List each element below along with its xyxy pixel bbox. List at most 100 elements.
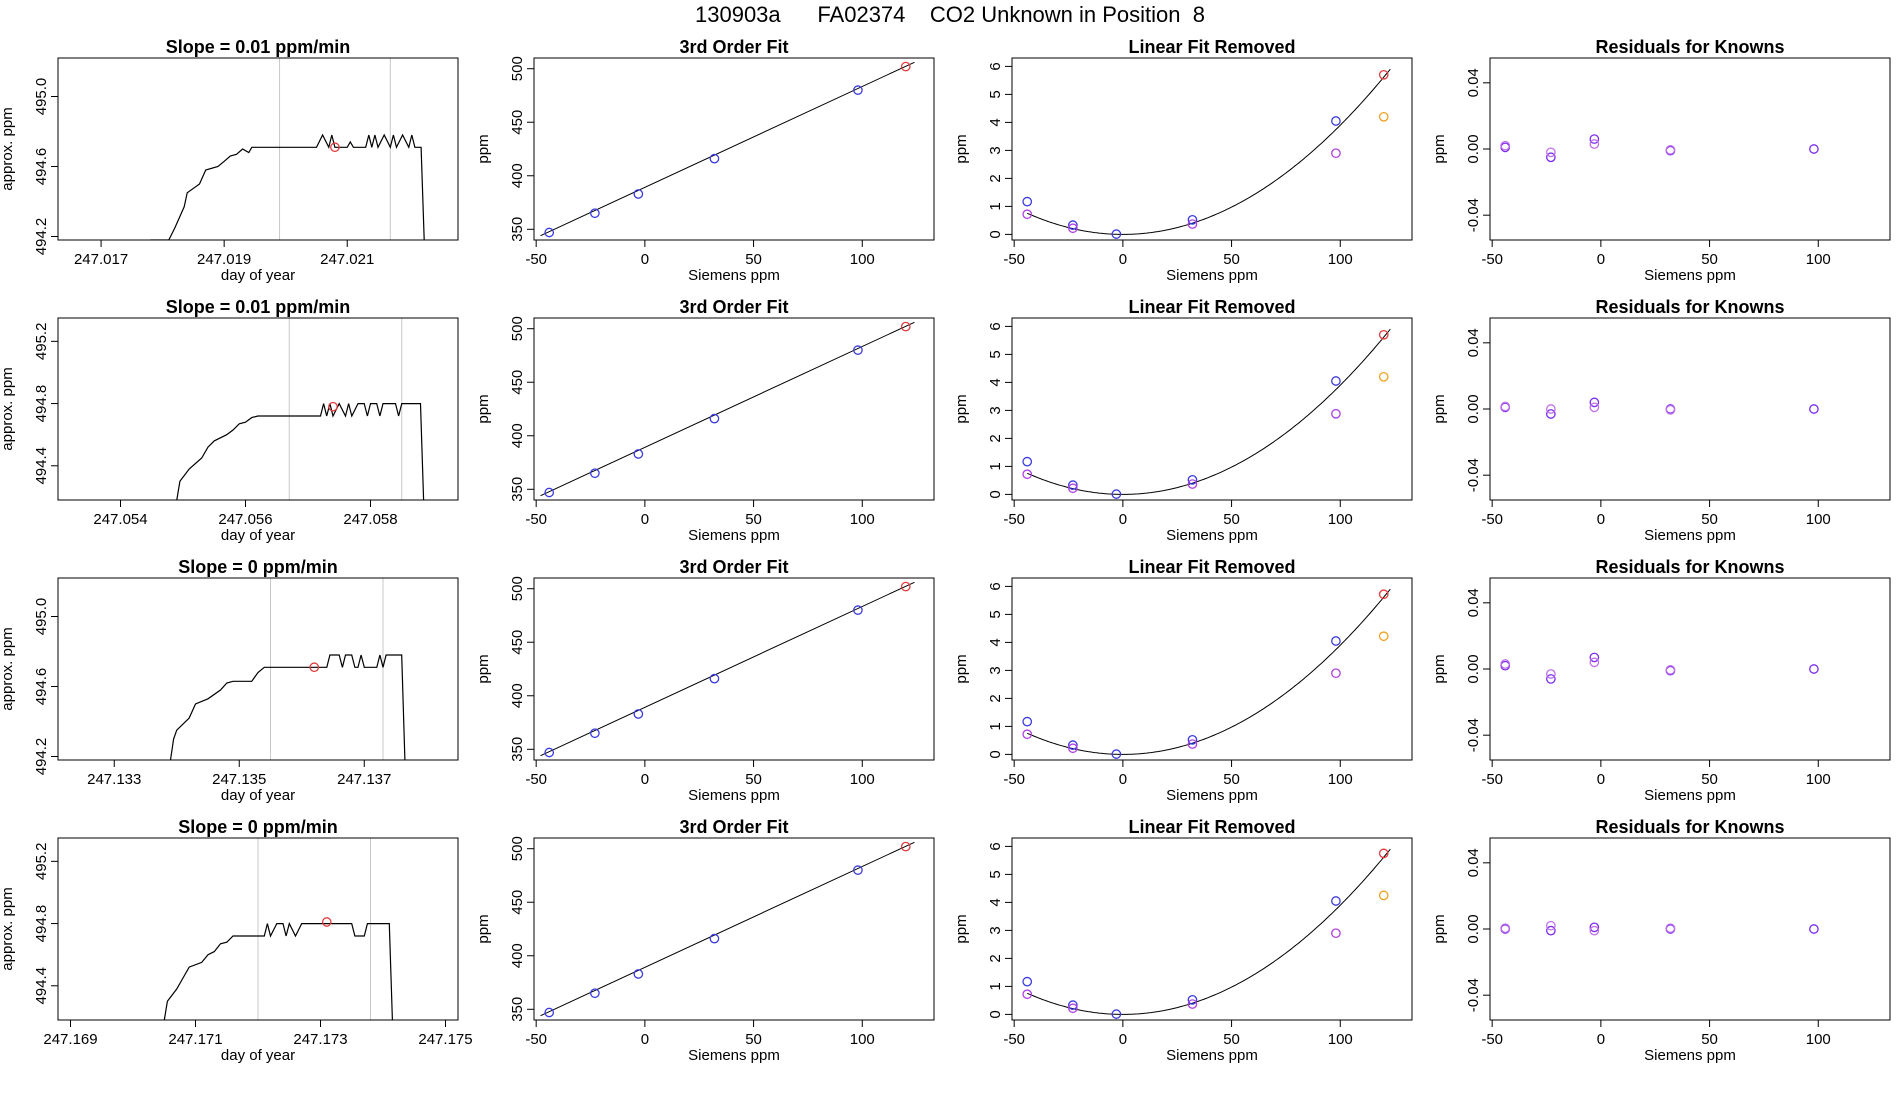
data-point-blue xyxy=(1068,1000,1078,1011)
x-tick-label: 50 xyxy=(1701,251,1718,268)
y-tick-label: 2 xyxy=(987,174,1004,182)
plot-frame xyxy=(1489,837,1891,1021)
panel-title: Linear Fit Removed xyxy=(1128,817,1295,837)
fit-line xyxy=(540,841,915,1017)
data-point-lightviolet xyxy=(1665,404,1676,415)
y-tick-label: 0.04 xyxy=(1465,588,1482,617)
data-point-violet xyxy=(1331,668,1341,679)
data-point-lightviolet xyxy=(1589,139,1600,149)
y-tick-label: 494.4 xyxy=(33,967,50,1005)
ppm-trace-line xyxy=(176,402,425,500)
x-tick-label: -50 xyxy=(525,251,547,268)
panel-title: Linear Fit Removed xyxy=(1128,297,1295,317)
x-axis-label: Siemens ppm xyxy=(1644,787,1736,804)
data-point-blue xyxy=(1111,1009,1122,1019)
data-point-violet xyxy=(1187,479,1198,489)
y-tick-label: 450 xyxy=(509,890,526,915)
y-tick-label: 495.2 xyxy=(33,843,50,881)
panel-title: Slope = 0.01 ppm/min xyxy=(166,297,351,317)
y-tick-label: 495.0 xyxy=(33,598,50,636)
x-tick-label: 247.019 xyxy=(197,251,251,268)
data-point-violet xyxy=(1022,729,1033,740)
data-point-orange xyxy=(1378,111,1389,122)
y-tick-label: 400 xyxy=(509,943,526,968)
fit-curve xyxy=(1027,848,1391,1015)
y-tick-label: 0 xyxy=(987,750,1004,758)
x-tick-label: 0 xyxy=(1119,1031,1127,1048)
panel-title: Residuals for Knowns xyxy=(1595,37,1784,57)
x-tick-label: 50 xyxy=(1223,251,1240,268)
data-layer xyxy=(1500,920,1819,936)
plot-frame xyxy=(533,57,935,241)
x-tick-label: -50 xyxy=(1003,511,1025,528)
data-point-violet xyxy=(1187,219,1198,229)
panel-r3-c2: 3rd Order Fit -50 0 50 100 350 400 450 500 Siemen… xyxy=(475,557,935,804)
x-axis-label: day of year xyxy=(221,527,295,544)
x-tick-label: 100 xyxy=(1328,511,1353,528)
data-point-red xyxy=(1378,589,1389,600)
x-tick-label: 247.056 xyxy=(218,511,272,528)
y-tick-label: 3 xyxy=(987,406,1004,414)
data-point-violet xyxy=(1068,223,1078,234)
data-point-violet xyxy=(1331,408,1341,419)
panel-r2-c4: Residuals for Knowns -50 0 50 100 -0.04 0.00 0.… xyxy=(1431,297,1891,544)
data-point-blue xyxy=(709,933,720,944)
y-tick-label: 1 xyxy=(987,462,1004,470)
x-axis-label: Siemens ppm xyxy=(1166,787,1258,804)
plot-frame xyxy=(1011,317,1413,501)
data-point-blue xyxy=(709,153,720,164)
y-axis-label: ppm xyxy=(953,394,970,423)
y-tick-label: 350 xyxy=(509,737,526,762)
y-tick-label: 495.0 xyxy=(33,78,50,116)
data-layer xyxy=(1022,588,1391,759)
x-tick-label: 0 xyxy=(641,511,649,528)
data-point-blue xyxy=(633,449,644,459)
data-point-red xyxy=(309,662,320,673)
x-tick-label: 247.054 xyxy=(93,511,147,528)
data-layer xyxy=(540,581,915,758)
y-axis-label: ppm xyxy=(953,654,970,683)
y-tick-label: 350 xyxy=(509,477,526,502)
x-tick-label: -50 xyxy=(525,1031,547,1048)
data-point-blue xyxy=(1331,116,1341,126)
x-tick-label: 0 xyxy=(1119,251,1127,268)
data-point-orange xyxy=(1378,371,1389,382)
y-tick-label: 3 xyxy=(987,146,1004,154)
plot-frame xyxy=(1489,57,1891,241)
data-point-red xyxy=(328,401,338,412)
data-point-blue xyxy=(853,345,863,355)
data-point-blue xyxy=(590,468,600,479)
panel-title: 3rd Order Fit xyxy=(679,557,788,577)
y-tick-label: 1 xyxy=(987,982,1004,990)
panel-title: Slope = 0 ppm/min xyxy=(178,557,338,577)
x-tick-label: 50 xyxy=(745,1031,762,1048)
data-layer xyxy=(1500,397,1819,419)
y-tick-label: 3 xyxy=(987,666,1004,674)
panel-title: 3rd Order Fit xyxy=(679,817,788,837)
panel-title: 3rd Order Fit xyxy=(679,37,788,57)
y-tick-label: 494.2 xyxy=(33,218,50,256)
y-tick-label: 4 xyxy=(987,118,1004,126)
data-point-lightviolet xyxy=(1665,664,1676,675)
x-tick-label: 0 xyxy=(1597,511,1605,528)
y-tick-label: 5 xyxy=(987,870,1004,878)
x-tick-label: -50 xyxy=(525,511,547,528)
x-axis-label: Siemens ppm xyxy=(688,787,780,804)
panel-title: Residuals for Knowns xyxy=(1595,817,1784,837)
y-tick-label: 400 xyxy=(509,683,526,708)
y-axis-label: approx. ppm xyxy=(0,887,16,970)
data-point-lightviolet xyxy=(1500,140,1511,151)
data-point-blue xyxy=(544,1007,555,1018)
x-axis-label: day of year xyxy=(221,787,295,804)
x-axis-label: Siemens ppm xyxy=(1166,1047,1258,1064)
plot-frame xyxy=(57,57,459,241)
x-tick-label: 0 xyxy=(1597,251,1605,268)
y-tick-label: 0 xyxy=(987,490,1004,498)
x-axis-label: Siemens ppm xyxy=(1644,267,1736,284)
data-point-purple xyxy=(1809,924,1819,934)
x-tick-label: 50 xyxy=(1223,1031,1240,1048)
y-tick-label: 494.6 xyxy=(33,148,50,186)
y-axis-label: ppm xyxy=(475,394,492,423)
x-axis-label: day of year xyxy=(221,267,295,284)
data-point-blue xyxy=(1331,376,1341,386)
